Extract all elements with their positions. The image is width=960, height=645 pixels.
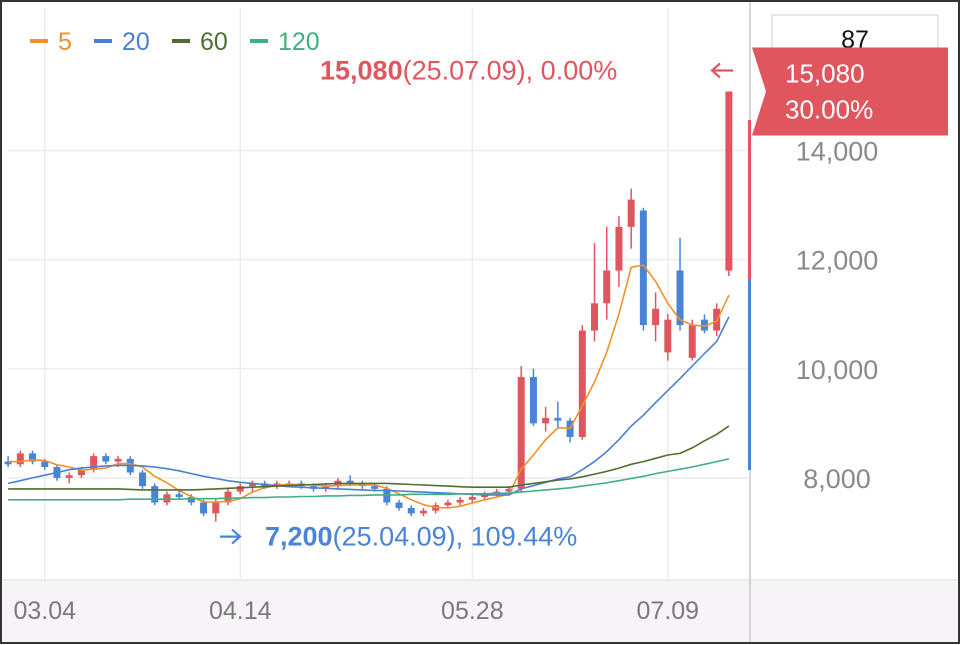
- candle-body: [419, 510, 427, 514]
- ma-line: [8, 458, 730, 501]
- candle-body: [639, 210, 647, 326]
- candle-body: [102, 456, 110, 462]
- candle-body: [529, 376, 537, 424]
- price-tag: [752, 47, 948, 136]
- candle-body: [468, 497, 476, 500]
- candle-body: [676, 270, 684, 326]
- x-tick-label: 04.14: [209, 597, 272, 625]
- candle-body: [41, 461, 49, 468]
- candle-body: [151, 486, 159, 503]
- x-tick-label: 07.09: [637, 597, 700, 625]
- candle-body: [29, 453, 37, 462]
- annotation-note: (25.04.09), 109.44%: [333, 522, 578, 552]
- candle-body: [456, 499, 464, 503]
- candle-body: [554, 417, 562, 421]
- legend-label: 60: [200, 28, 228, 56]
- annotation-value: 15,080: [320, 56, 403, 86]
- candle-body: [187, 497, 195, 503]
- y-tick-label: 14,000: [796, 136, 879, 166]
- candle-body: [578, 330, 586, 437]
- candle-body: [4, 461, 12, 465]
- candle-body: [505, 488, 513, 492]
- candle-body: [591, 303, 599, 331]
- candle-body: [236, 486, 244, 492]
- candle-body: [615, 226, 623, 271]
- candle-body: [627, 199, 635, 227]
- legend-label: 20: [122, 28, 150, 56]
- x-axis-band: [1, 580, 959, 642]
- candle-body: [90, 456, 98, 470]
- x-tick-label: 03.04: [13, 597, 76, 625]
- candle-body: [200, 502, 208, 514]
- x-tick-label: 05.28: [441, 597, 504, 625]
- candle-body: [652, 308, 660, 326]
- annotation-arrow: [710, 62, 733, 79]
- candle-body: [138, 472, 146, 487]
- candle-body: [16, 453, 24, 465]
- candle-body: [603, 270, 611, 304]
- annotation-arrow: [220, 528, 242, 545]
- price-tag-change: 30.00%: [785, 95, 873, 125]
- legend-label: 5: [58, 28, 72, 56]
- legend-label: 120: [278, 28, 320, 56]
- edge-bar-up: [748, 120, 751, 280]
- annotation: 15,080(25.07.09), 0.00%: [320, 56, 617, 86]
- y-tick-label: 12,000: [796, 246, 879, 276]
- annotation-value: 7,200: [265, 522, 333, 552]
- candle-body: [371, 486, 379, 489]
- candle-body: [444, 502, 452, 506]
- candle-body: [700, 319, 708, 331]
- candle-body: [395, 502, 403, 508]
- candle-body: [346, 480, 354, 484]
- overlay: 8,000 10,000 12,000 14,000 03.04 04.14 05.28 07…: [13, 28, 948, 625]
- edge-bar-down: [748, 280, 751, 470]
- candle-body: [114, 458, 122, 462]
- annotation: 7,200(25.04.09), 109.44%: [265, 522, 577, 552]
- candle-body: [77, 469, 85, 476]
- annotation-note: (25.07.09), 0.00%: [403, 56, 618, 86]
- y-tick-label: 10,000: [796, 355, 879, 385]
- candle-body: [688, 325, 696, 358]
- candle-body: [212, 502, 220, 514]
- candle-body: [175, 494, 183, 498]
- candle-body: [725, 91, 733, 271]
- y-tick-label: 8,000: [803, 464, 871, 494]
- price-tag-value: 15,080: [785, 59, 865, 89]
- candle-body: [407, 507, 415, 514]
- ma-line: [7, 316, 730, 496]
- candle-body: [322, 486, 330, 489]
- candle-body: [517, 376, 525, 489]
- plot: [4, 91, 733, 522]
- candle-body: [248, 483, 256, 487]
- ma-line: [8, 425, 730, 491]
- candle-body: [224, 491, 232, 503]
- candle-body: [65, 475, 73, 478]
- ma-line: [8, 264, 730, 509]
- candle-body: [664, 319, 672, 353]
- candle-body: [542, 417, 550, 424]
